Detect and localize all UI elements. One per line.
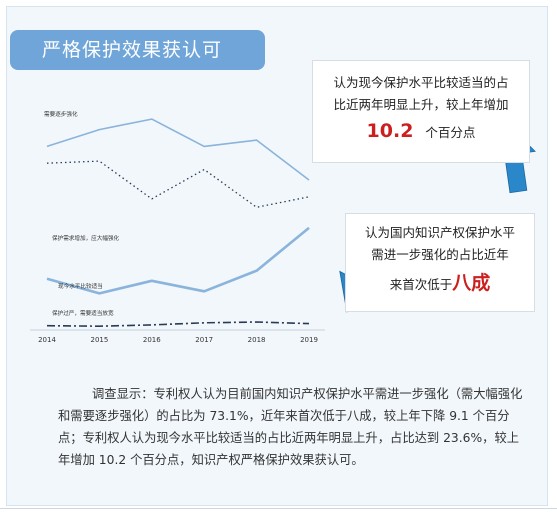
callout-2-text: 来首次低于 <box>389 277 453 292</box>
summary-paragraph: 调查显示：专利权人认为目前国内知识产权保护水平需进一步强化（需大幅强化和需要逐步… <box>58 387 523 467</box>
x-tick-label: 2017 <box>195 336 213 344</box>
series-too-strict-line <box>46 321 310 328</box>
series-appropriate-point <box>151 280 153 282</box>
x-tick-label: 2016 <box>143 336 161 344</box>
callout-1-unit: 个百分点 <box>425 125 476 140</box>
series-major-strengthen-point <box>151 198 153 200</box>
series-too-strict-point <box>203 322 205 324</box>
series-gradual-strengthen-point <box>203 146 205 148</box>
callout-1-line-2: 比近两年明显上升，较上年增加 <box>333 97 509 112</box>
series-too-strict-point <box>99 325 101 327</box>
series-too-strict-label: 保护过严，需要适当放宽 <box>52 309 114 317</box>
series-appropriate-point <box>99 293 101 295</box>
series-gradual-strengthen-point <box>46 146 48 148</box>
series-appropriate-point <box>308 227 310 229</box>
series-appropriate-line <box>46 226 310 295</box>
bottom-divider <box>0 508 557 509</box>
series-too-strict-point <box>151 324 153 326</box>
series-major-strengthen-point <box>46 162 48 164</box>
callout-2-emphasis: 八成 <box>452 272 491 294</box>
page-title: 严格保护效果获认可 <box>10 30 265 70</box>
callout-1-line-3: 10.2 个百分点 <box>313 120 529 144</box>
callout-2-line-3: 来首次低于八成 <box>346 272 534 296</box>
x-tick-label: 2019 <box>300 336 318 344</box>
callout-2-line-1: 认为国内知识产权保护水平 <box>364 225 515 240</box>
series-appropriate-point <box>46 278 48 280</box>
x-tick-label: 2018 <box>248 336 266 344</box>
x-tick-label: 2014 <box>38 336 56 344</box>
series-gradual-strengthen-point <box>151 118 153 120</box>
series-gradual-strengthen-point <box>308 179 310 181</box>
callout-1-value: 10.2 <box>366 120 414 142</box>
series-major-strengthen-point <box>203 169 205 171</box>
callout-1-line-1: 认为现今保护水平比较适当的占 <box>333 75 509 90</box>
series-major-strengthen-point <box>99 160 101 162</box>
series-appropriate-label: 现今水平比较适当 <box>58 282 103 290</box>
callout-box-rising: 认为现今保护水平比较适当的占 比近两年明显上升，较上年增加 10.2 个百分点 <box>312 60 530 163</box>
series-appropriate-point <box>203 291 205 293</box>
series-major-strengthen-label: 保护需求增加，应大幅强化 <box>52 234 120 242</box>
series-gradual-strengthen-point <box>99 129 101 131</box>
series-appropriate-point <box>256 270 258 272</box>
series-major-strengthen-point <box>308 196 310 198</box>
series-too-strict-point <box>256 321 258 323</box>
series-major-strengthen-point <box>256 207 258 209</box>
series-major-strengthen-line <box>46 160 310 208</box>
series-gradual-strengthen-label: 需要逐步强化 <box>44 110 78 118</box>
series-too-strict-point <box>308 323 310 325</box>
x-tick-label: 2015 <box>90 336 108 344</box>
series-gradual-strengthen-point <box>256 139 258 141</box>
callout-box-falling: 认为国内知识产权保护水平 需进一步强化的占比近年 来首次低于八成 <box>345 213 535 312</box>
series-too-strict-point <box>46 325 48 327</box>
series-gradual-strengthen-line <box>46 118 310 181</box>
callout-2-line-2: 需进一步强化的占比近年 <box>371 247 509 262</box>
